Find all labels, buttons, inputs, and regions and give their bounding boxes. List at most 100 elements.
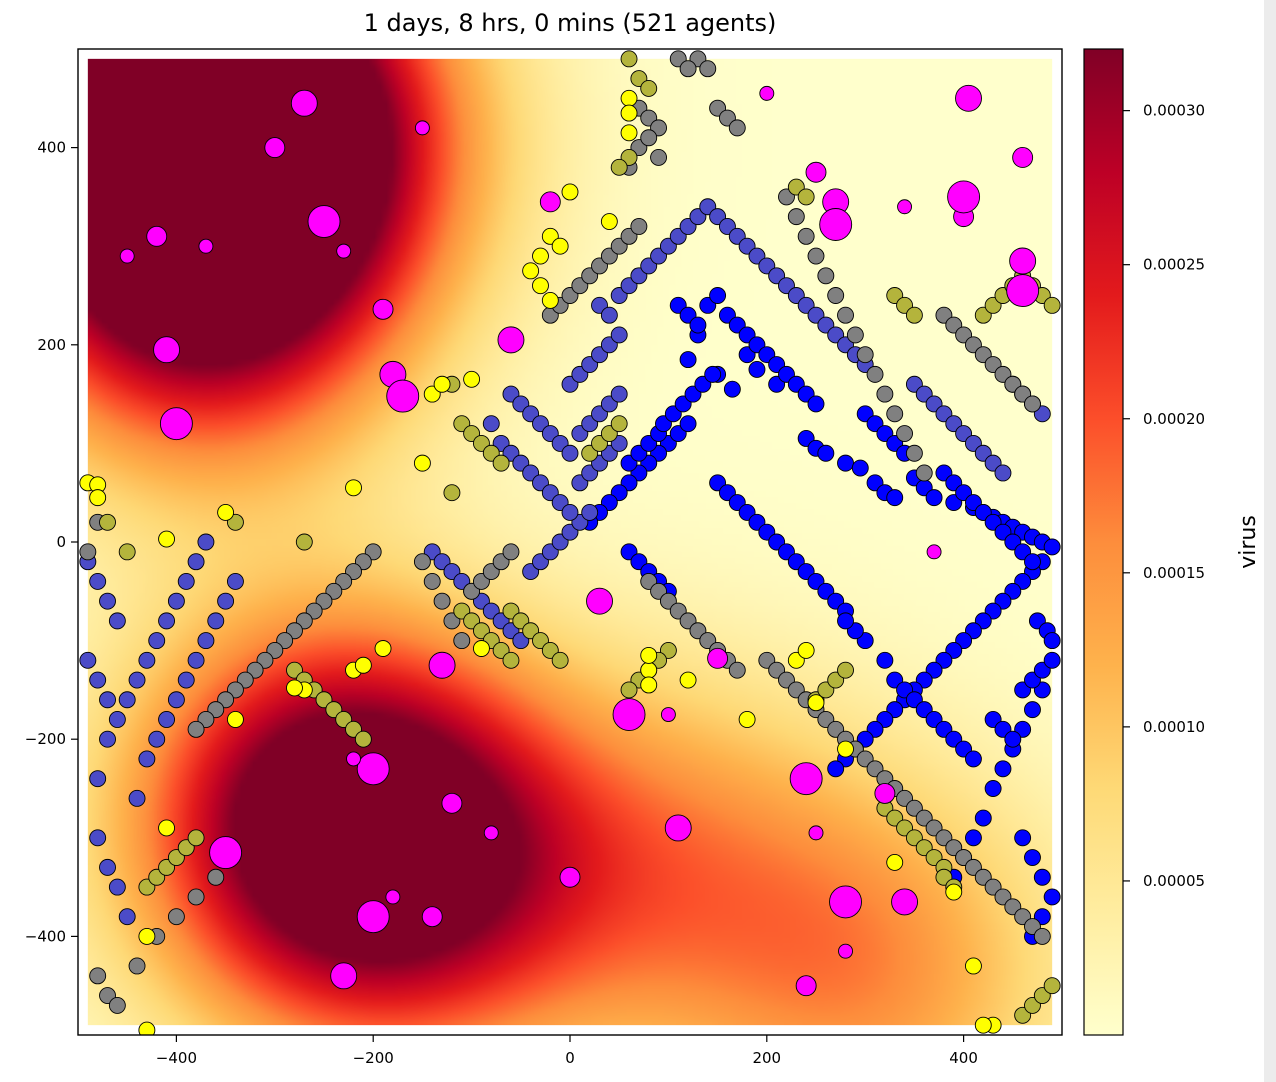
agent-point-yellow: [620, 89, 638, 107]
agent-point-susceptible: [807, 395, 825, 413]
agent-point-magenta: [198, 238, 214, 254]
agent-point-olive: [99, 513, 116, 531]
agent-point-slate: [89, 671, 107, 689]
agent-point-gray: [797, 227, 815, 245]
agent-point-slate: [994, 464, 1012, 482]
agent-point-slate: [226, 572, 244, 590]
agent-point-magenta: [947, 180, 981, 214]
x-axis: −400 −200 0 200 400: [156, 1035, 978, 1067]
agent-point-slate: [99, 730, 116, 748]
agent-point-gray: [915, 464, 933, 482]
agent-point-olive: [502, 651, 520, 669]
agent-point-magenta: [789, 762, 823, 796]
y-axis: 400 200 0 −200 −400: [25, 139, 78, 945]
agent-point-slate: [128, 789, 146, 807]
agent-point-susceptible: [876, 651, 894, 669]
agent-point-magenta: [385, 889, 401, 905]
agent-point-gray: [128, 957, 146, 975]
agent-point-magenta: [441, 792, 463, 814]
agent-point-slate: [197, 533, 215, 551]
agent-point-susceptible: [984, 780, 1002, 797]
agent-point-gray: [502, 543, 520, 561]
agent-point-magenta: [795, 975, 817, 997]
agent-point-magenta: [209, 836, 243, 870]
y-tick-label: 0: [56, 533, 66, 551]
agent-point-susceptible: [1014, 829, 1032, 847]
agent-point-olive: [905, 306, 923, 324]
agent-point-susceptible: [1043, 888, 1061, 906]
agent-point-gray: [679, 60, 697, 78]
agent-point-gray: [846, 326, 864, 344]
agent-point-slate: [561, 503, 579, 521]
agent-point-yellow: [217, 503, 235, 521]
agent-point-yellow: [974, 1016, 992, 1034]
agent-point-slate: [167, 592, 185, 610]
agent-point-magenta: [707, 647, 729, 669]
agent-point-slate: [99, 858, 116, 876]
agent-point-slate: [99, 691, 116, 709]
agent-point-magenta: [372, 298, 394, 320]
agent-point-gray: [79, 543, 97, 561]
agent-point-olive: [610, 415, 628, 433]
agent-point-magenta: [159, 407, 193, 441]
agent-point-gray: [89, 967, 107, 985]
agent-point-slate: [207, 612, 225, 630]
agent-point-susceptible: [1043, 632, 1061, 650]
agent-point-olive: [492, 454, 510, 472]
chart-title: 1 days, 8 hrs, 0 mins (521 agents): [364, 9, 777, 37]
agent-point-magenta: [759, 85, 775, 101]
agent-point-yellow: [138, 1021, 156, 1035]
agent-point-yellow: [679, 671, 697, 689]
agent-point-susceptible: [817, 444, 835, 462]
agent-point-gray: [433, 592, 451, 610]
agent-point-olive: [620, 50, 638, 68]
agent-point-gray: [886, 405, 904, 423]
agent-point-magenta: [119, 248, 135, 264]
agent-point-slate: [99, 592, 116, 610]
agent-point-susceptible: [1024, 553, 1041, 571]
agent-point-yellow: [640, 661, 658, 679]
colorbar-tick-label: 0.00030: [1143, 102, 1205, 120]
agent-point-gray: [108, 996, 126, 1014]
agent-point-slate: [600, 306, 618, 324]
agent-point-olive: [354, 730, 372, 748]
agent-point-susceptible: [1033, 868, 1051, 886]
colorbar-frame: [1083, 48, 1124, 1036]
agent-point-slate: [610, 385, 628, 403]
agent-points: [79, 50, 1061, 1035]
agent-point-olive: [118, 543, 136, 561]
colorbar-tick-label: 0.00005: [1143, 872, 1205, 890]
agent-point-susceptible: [1043, 538, 1061, 556]
agent-point-yellow: [226, 711, 244, 728]
agent-point-olive: [620, 681, 638, 699]
agent-point-yellow: [797, 642, 815, 659]
agent-point-yellow: [89, 489, 107, 507]
agent-point-slate: [108, 711, 126, 728]
agent-point-yellow: [532, 247, 549, 265]
agent-point-slate: [128, 671, 146, 689]
agent-point-susceptible: [709, 287, 727, 304]
agent-point-slate: [167, 691, 185, 709]
agent-point-gray: [207, 868, 225, 886]
agent-point-yellow: [886, 854, 904, 871]
agent-point-magenta: [838, 943, 853, 959]
agent-point-magenta: [336, 243, 352, 259]
agent-point-slate: [158, 612, 176, 630]
agent-point-magenta: [264, 137, 286, 159]
colorbar-label: virus: [1236, 515, 1261, 569]
agent-point-susceptible: [851, 459, 869, 477]
agent-point-magenta: [926, 544, 942, 560]
agent-point-yellow: [158, 530, 176, 548]
agent-point-gray: [650, 149, 668, 166]
agent-point-slate: [177, 572, 195, 590]
agent-point-magenta: [356, 752, 390, 786]
agent-point-yellow: [286, 679, 303, 697]
agent-point-olive: [640, 79, 658, 97]
agent-point-yellow: [374, 640, 392, 657]
agent-point-magenta: [428, 651, 456, 679]
agent-point-slate: [177, 671, 195, 689]
agent-point-yellow: [354, 656, 372, 674]
agent-point-magenta: [414, 120, 430, 136]
agent-point-susceptible: [837, 454, 854, 472]
y-tick-label: 200: [37, 336, 66, 354]
